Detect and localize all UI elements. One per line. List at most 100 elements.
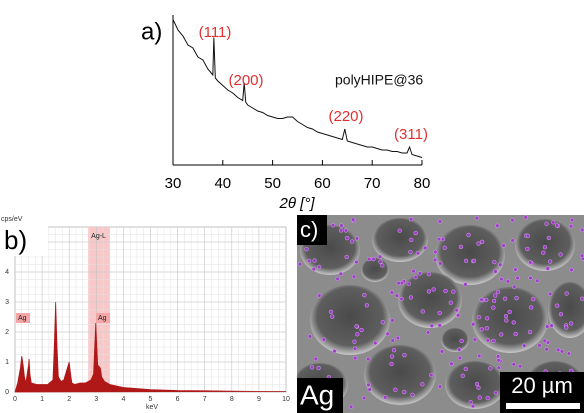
ag-dot <box>498 262 503 267</box>
marker-label: Ag <box>98 315 107 322</box>
ag-dot <box>408 217 414 222</box>
ag-dot <box>391 348 397 353</box>
pore <box>441 328 469 352</box>
marker: Ag-L <box>91 233 106 240</box>
ag-dot <box>431 287 436 292</box>
ag-dot <box>359 327 364 333</box>
ag-dot <box>542 338 547 343</box>
ag-dot <box>512 284 517 289</box>
ag-dot <box>389 361 394 367</box>
ag-dot <box>354 324 359 329</box>
x-tick-label: 4 <box>121 396 125 403</box>
ag-dot <box>399 296 404 302</box>
ag-dot <box>513 331 518 337</box>
ag-dot <box>389 354 395 359</box>
ag-dot <box>558 312 564 317</box>
y-tick-label: 2 <box>5 329 9 336</box>
ag-dot <box>511 320 516 325</box>
ag-dot <box>472 337 478 342</box>
ag-dot <box>476 241 481 246</box>
ag-dot <box>528 260 533 265</box>
x-tick-label: 8 <box>230 396 234 403</box>
ag-dot <box>316 365 321 371</box>
ag-dot <box>349 239 355 244</box>
ag-dot <box>496 365 502 370</box>
x-tick-label: 1 <box>40 396 44 403</box>
ag-dot <box>541 250 546 255</box>
peak-label: (111) <box>199 24 232 41</box>
ag-dot <box>433 249 438 255</box>
ag-dot <box>316 264 322 270</box>
x-tick-label: 60 <box>314 175 331 192</box>
ag-dot <box>348 404 354 409</box>
x-tick-label: 50 <box>264 175 281 192</box>
panel-label-box <box>2 224 48 256</box>
ag-dot <box>339 223 344 228</box>
ag-dot <box>471 258 477 263</box>
pore <box>361 258 389 282</box>
ag-dot <box>499 277 504 282</box>
ag-dot <box>402 353 407 358</box>
ag-dot <box>390 338 395 343</box>
ag-dot <box>366 257 372 262</box>
ag-dot <box>355 332 360 337</box>
ag-dot <box>468 400 473 405</box>
label-box <box>297 215 327 245</box>
x-tick-label: 80 <box>414 175 431 192</box>
ag-dot <box>377 254 383 259</box>
ag-dot <box>304 247 309 252</box>
ag-dot <box>491 298 497 304</box>
ag-dot <box>415 251 421 256</box>
ag-dot <box>352 346 358 351</box>
ag-dot <box>354 236 360 241</box>
ag-dot <box>545 340 551 345</box>
ag-dot <box>485 338 491 343</box>
x-tick-label: 3 <box>94 396 98 403</box>
ag-dot <box>396 281 401 286</box>
y-tick-label: 0 <box>5 389 9 396</box>
ag-dot <box>352 339 357 344</box>
ag-dot <box>484 326 490 331</box>
ag-dot <box>558 252 563 257</box>
sem-image <box>297 215 584 413</box>
ag-dot <box>479 327 484 332</box>
ag-dot <box>350 217 356 222</box>
ag-dot <box>390 318 395 323</box>
ag-dot <box>495 289 501 294</box>
ag-dot <box>332 349 337 354</box>
ag-dot <box>492 259 497 265</box>
ag-dot <box>383 395 388 400</box>
ag-dot <box>491 305 496 310</box>
ag-dot <box>514 295 519 301</box>
ag-dot <box>495 354 501 359</box>
ag-dot <box>321 337 326 342</box>
peak-label: (200) <box>228 72 263 89</box>
xrd-line <box>172 19 423 158</box>
ag-dot <box>513 267 518 272</box>
ag-dot <box>457 355 463 361</box>
ag-dot <box>545 266 550 271</box>
marker-label: Ag <box>18 315 27 322</box>
pore <box>445 361 505 409</box>
ag-dot <box>507 309 512 315</box>
ag-dot <box>409 237 414 243</box>
element-label: Ag <box>300 379 334 410</box>
ag-dot <box>504 318 509 323</box>
pore <box>310 285 390 355</box>
ag-dot <box>442 245 447 250</box>
ag-dot <box>580 296 584 301</box>
ag-dot <box>354 260 359 265</box>
ag-dot <box>510 238 515 243</box>
ag-dot <box>440 237 446 242</box>
ag-dot <box>528 275 533 281</box>
ag-dot <box>410 392 415 397</box>
ag-dot <box>544 347 549 352</box>
x-tick-label: 7 <box>203 396 207 403</box>
ag-dot <box>501 243 506 248</box>
ag-dot <box>437 310 442 316</box>
ag-dot <box>423 245 428 251</box>
ag-dot <box>503 313 509 319</box>
ag-dot <box>454 308 459 313</box>
panel-label: c) <box>300 217 318 242</box>
ag-dot <box>579 253 584 258</box>
